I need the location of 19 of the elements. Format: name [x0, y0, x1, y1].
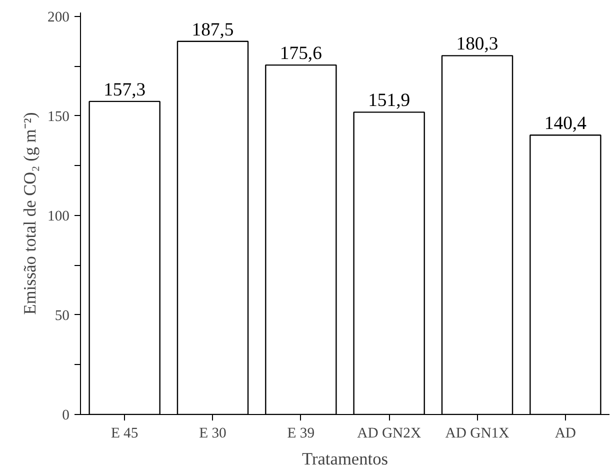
x-tick-label: AD	[554, 426, 576, 442]
x-tick-label: E 45	[110, 426, 138, 442]
y-tick-label: 0	[62, 408, 70, 424]
x-tick-label: E 30	[199, 426, 226, 442]
x-tick-label: AD GN1X	[445, 426, 510, 442]
y-axis-title: Emissão total de CO₂ (g m⁻²)	[20, 112, 40, 315]
x-tick-label: E 39	[287, 426, 315, 442]
data-label: 175,6	[280, 43, 322, 64]
data-label: 180,3	[456, 34, 498, 55]
y-tick-label: 200	[48, 9, 70, 26]
y-tick-label: 50	[54, 308, 70, 324]
x-axis-title: Tratamentos	[302, 450, 388, 468]
y-tick-label: 100	[48, 208, 70, 224]
data-label: 151,9	[368, 90, 410, 112]
x-tick-label: AD GN2X	[357, 426, 422, 442]
y-tick-label: 150	[48, 108, 70, 125]
data-label: 187,5	[192, 19, 234, 40]
data-label: 157,3	[104, 79, 146, 100]
data-label: 140,4	[544, 113, 588, 134]
